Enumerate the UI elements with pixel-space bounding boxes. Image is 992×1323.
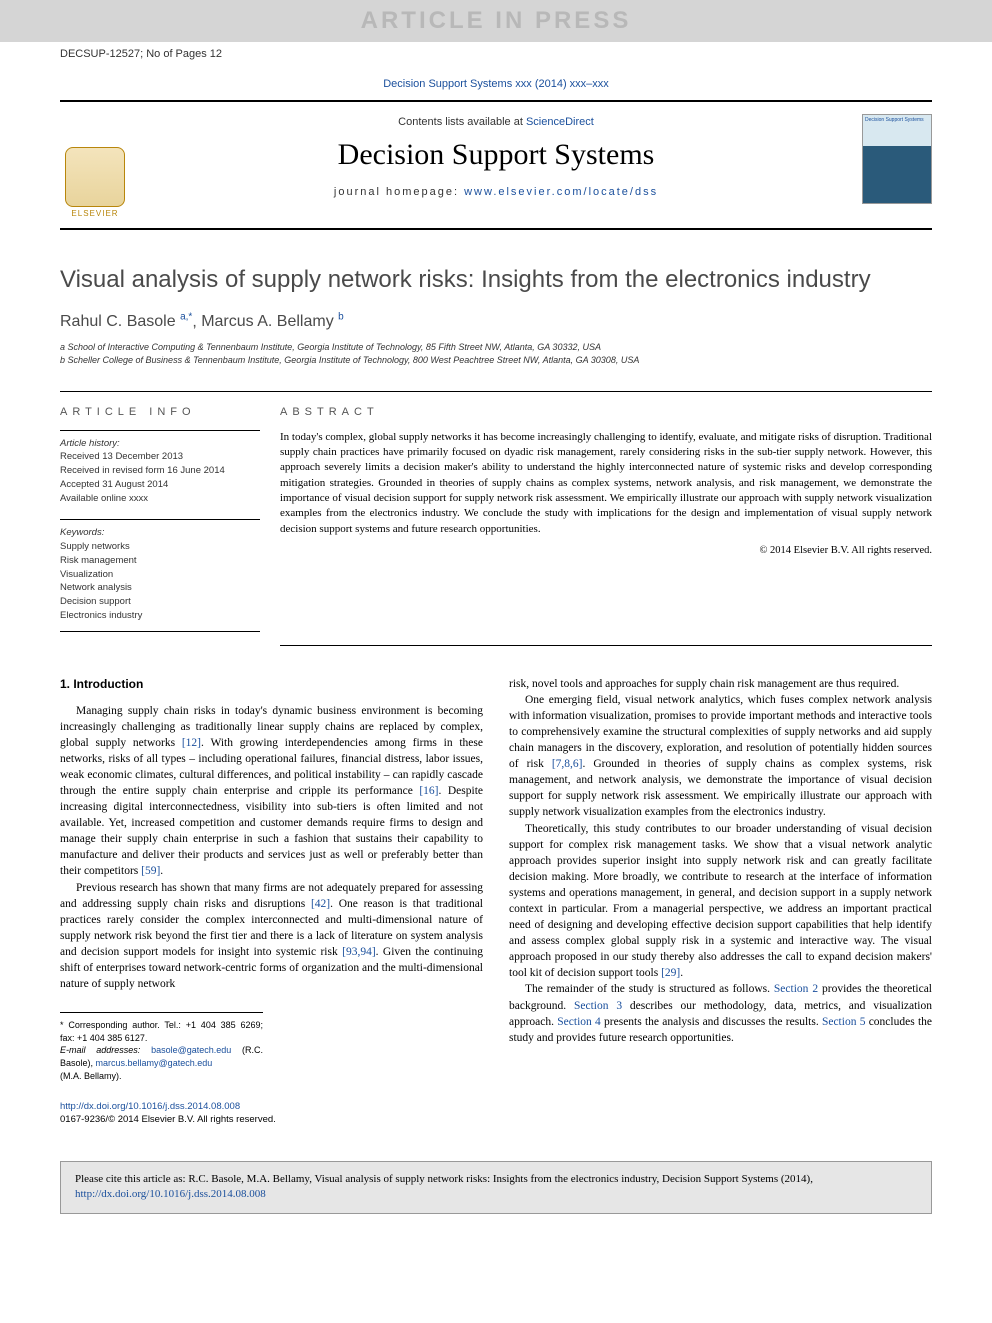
ref-7-8-6[interactable]: [7,8,6]: [552, 758, 583, 770]
journal-reference: Decision Support Systems xxx (2014) xxx–…: [0, 64, 992, 100]
publisher-logo-area: ELSEVIER: [60, 102, 150, 228]
homepage-prefix: journal homepage:: [334, 186, 464, 198]
corresponding-author-note: * Corresponding author. Tel.: +1 404 385…: [60, 1019, 263, 1044]
history-line-2: Accepted 31 August 2014: [60, 478, 260, 492]
article-history-block: Article history: Received 13 December 20…: [60, 430, 260, 506]
body-two-column: 1. Introduction Managing supply chain ri…: [60, 676, 932, 1127]
abstract-label: ABSTRACT: [280, 406, 932, 418]
journal-title: Decision Support Systems: [150, 138, 842, 172]
right-para-2: Theoretically, this study contributes to…: [509, 821, 932, 982]
section-3-link[interactable]: Section 3: [574, 1000, 622, 1012]
citation-doi-link[interactable]: http://dx.doi.org/10.1016/j.dss.2014.08.…: [75, 1188, 266, 1200]
abstract-copyright: © 2014 Elsevier B.V. All rights reserved…: [280, 545, 932, 556]
history-line-0: Received 13 December 2013: [60, 450, 260, 464]
watermark-bar: ARTICLE IN PRESS: [0, 0, 992, 42]
article-info-column: ARTICLE INFO Article history: Received 1…: [60, 392, 280, 646]
sciencedirect-link[interactable]: ScienceDirect: [526, 116, 594, 128]
elsevier-tree-icon: [65, 147, 125, 207]
issn-line: 0167-9236/© 2014 Elsevier B.V. All right…: [60, 1113, 483, 1126]
email-2[interactable]: marcus.bellamy@gatech.edu: [96, 1058, 213, 1068]
keywords-label: Keywords:: [60, 526, 260, 540]
article-info-label: ARTICLE INFO: [60, 406, 260, 418]
manuscript-id: DECSUP-12527; No of Pages 12: [0, 42, 992, 64]
affiliations: a School of Interactive Computing & Tenn…: [60, 341, 932, 366]
history-line-3: Available online xxxx: [60, 492, 260, 506]
right-para-1: One emerging field, visual network analy…: [509, 692, 932, 821]
cover-thumb-area: Decision Support Systems: [842, 102, 932, 228]
left-para-1: Previous research has shown that many fi…: [60, 880, 483, 993]
affiliation-a: a School of Interactive Computing & Tenn…: [60, 341, 932, 354]
keywords-block: Keywords: Supply networks Risk managemen…: [60, 519, 260, 631]
article-title: Visual analysis of supply network risks:…: [60, 266, 932, 294]
author-1: Rahul C. Basole a,*: [60, 313, 192, 330]
journal-masthead: ELSEVIER Contents lists available at Sci…: [60, 100, 932, 230]
keyword-2: Visualization: [60, 568, 260, 582]
abstract-text: In today's complex, global supply networ…: [280, 430, 932, 538]
abstract-column: ABSTRACT In today's complex, global supp…: [280, 392, 932, 646]
email-2-who: (M.A. Bellamy): [60, 1071, 119, 1081]
ref-16[interactable]: [16]: [419, 785, 438, 797]
elsevier-logo[interactable]: ELSEVIER: [60, 133, 130, 218]
section-1-heading: 1. Introduction: [60, 676, 483, 693]
homepage-line: journal homepage: www.elsevier.com/locat…: [150, 186, 842, 198]
right-para-0: risk, novel tools and approaches for sup…: [509, 676, 932, 692]
ref-42[interactable]: [42]: [311, 898, 330, 910]
history-label: Article history:: [60, 437, 260, 451]
email-1[interactable]: basole@gatech.edu: [151, 1045, 231, 1055]
contents-prefix: Contents lists available at: [398, 116, 526, 128]
right-para-3: The remainder of the study is structured…: [509, 981, 932, 1045]
watermark-text: ARTICLE IN PRESS: [361, 7, 632, 35]
email-line: E-mail addresses: basole@gatech.edu (R.C…: [60, 1044, 263, 1082]
ref-12[interactable]: [12]: [182, 737, 201, 749]
ref-29[interactable]: [29]: [661, 967, 680, 979]
contents-line: Contents lists available at ScienceDirec…: [150, 116, 842, 128]
keyword-4: Decision support: [60, 595, 260, 609]
elsevier-label: ELSEVIER: [71, 209, 118, 218]
keyword-1: Risk management: [60, 554, 260, 568]
left-column: 1. Introduction Managing supply chain ri…: [60, 676, 483, 1127]
citation-text: Please cite this article as: R.C. Basole…: [75, 1173, 813, 1185]
cover-label: Decision Support Systems: [865, 117, 924, 123]
keyword-5: Electronics industry: [60, 609, 260, 623]
journal-cover-thumbnail[interactable]: Decision Support Systems: [862, 114, 932, 204]
author-list: Rahul C. Basole a,*, Marcus A. Bellamy b: [60, 312, 932, 331]
homepage-link[interactable]: www.elsevier.com/locate/dss: [464, 186, 658, 198]
article-body: Visual analysis of supply network risks:…: [0, 230, 992, 1147]
email-label: E-mail addresses:: [60, 1045, 151, 1055]
ref-93-94[interactable]: [93,94]: [342, 946, 376, 958]
affiliation-b: b Scheller College of Business & Tennenb…: [60, 354, 932, 367]
section-2-link[interactable]: Section 2: [774, 983, 818, 995]
doi-link[interactable]: http://dx.doi.org/10.1016/j.dss.2014.08.…: [60, 1101, 240, 1112]
right-column: risk, novel tools and approaches for sup…: [509, 676, 932, 1127]
ref-59[interactable]: [59]: [141, 865, 160, 877]
history-line-1: Received in revised form 16 June 2014: [60, 464, 260, 478]
info-abstract-row: ARTICLE INFO Article history: Received 1…: [60, 391, 932, 646]
keyword-0: Supply networks: [60, 540, 260, 554]
section-5-link[interactable]: Section 5: [822, 1016, 866, 1028]
footnotes: * Corresponding author. Tel.: +1 404 385…: [60, 1012, 263, 1082]
masthead-center: Contents lists available at ScienceDirec…: [150, 102, 842, 228]
citation-box: Please cite this article as: R.C. Basole…: [60, 1161, 932, 1214]
keyword-3: Network analysis: [60, 581, 260, 595]
journal-ref-link[interactable]: Decision Support Systems xxx (2014) xxx–…: [383, 78, 609, 90]
section-4-link[interactable]: Section 4: [557, 1016, 601, 1028]
left-para-0: Managing supply chain risks in today's d…: [60, 703, 483, 880]
doi-block: http://dx.doi.org/10.1016/j.dss.2014.08.…: [60, 1100, 483, 1127]
author-2: Marcus A. Bellamy b: [201, 313, 344, 330]
